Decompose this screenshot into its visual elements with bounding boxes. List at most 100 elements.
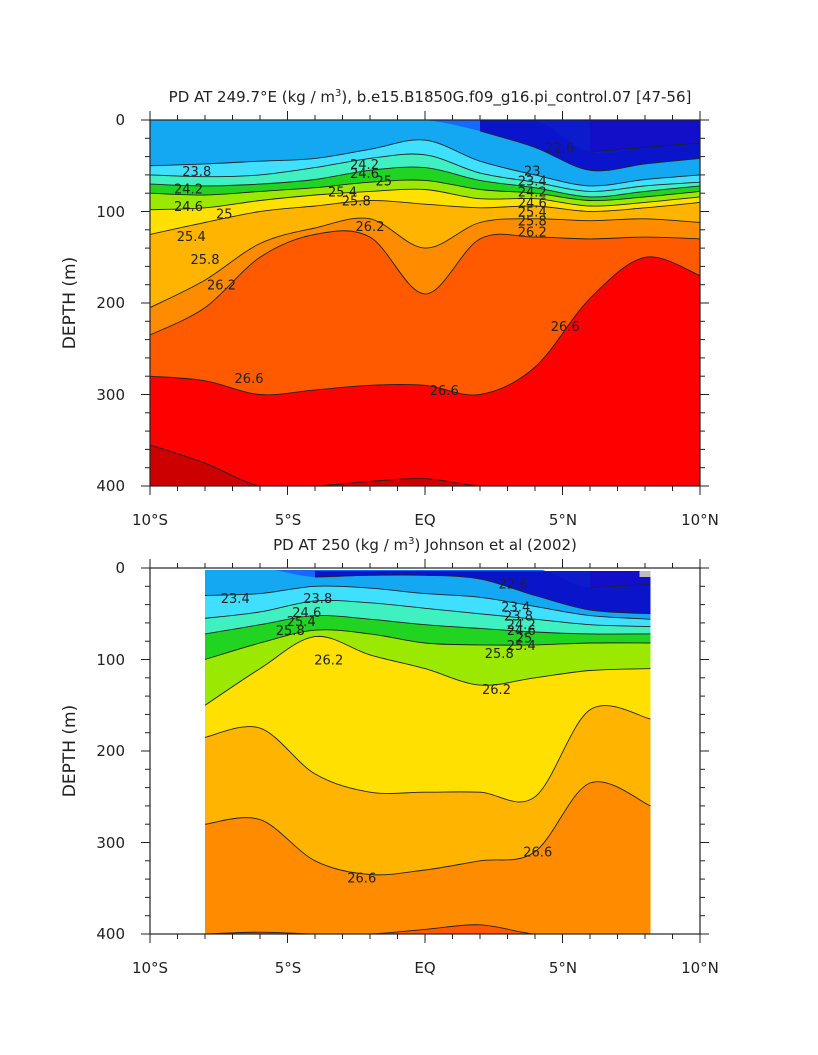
x-tick-labels: 10°S 5°S EQ 5°N 10°N (132, 511, 719, 529)
contour-label: 24.6 (350, 167, 379, 182)
panel-observations: PD AT 250 (kg / m3) Johnson et al (2002)… (60, 536, 719, 977)
contour-label: 25.8 (276, 624, 305, 639)
contour-label: 25.4 (518, 206, 547, 221)
contour-label: 25.4 (328, 185, 357, 200)
contour-label: 26.2 (518, 226, 547, 241)
y-tick-label: 100 (96, 203, 125, 221)
isopycnal-line (205, 599, 651, 628)
contour-label: 22.6 (499, 578, 528, 593)
isopycnal-line (150, 179, 700, 202)
contour-label: 25.8 (518, 215, 547, 230)
isopycnal-line (479, 130, 700, 172)
isopycnal-line (205, 781, 651, 876)
isopycnal-line (150, 139, 700, 187)
contour-label: 26.6 (551, 320, 580, 335)
contour-label: 25 (516, 632, 533, 647)
contour-label: 25.8 (485, 647, 514, 662)
y-tick-label: 300 (96, 834, 125, 852)
isopycnal-line (150, 200, 700, 235)
x-tick-label: 5°S (275, 959, 302, 977)
contour-label: 24.6 (292, 606, 321, 621)
y-tick-labels: 0 100 200 300 400 (96, 559, 125, 943)
isopycnal-line (589, 142, 700, 153)
contour-label: 23.8 (504, 610, 533, 625)
panel-observations-title: PD AT 250 (kg / m3) Johnson et al (2002) (273, 536, 577, 554)
contour-label: 24.2 (350, 158, 379, 173)
contour-label: 23.8 (303, 592, 332, 607)
contour-label: 25.4 (507, 639, 536, 654)
axis-ticks (141, 111, 709, 495)
contour-label: 25 (216, 207, 233, 222)
contour-label: 25.4 (177, 230, 206, 245)
isopycnal-line (205, 629, 651, 660)
contour-label: 23 (524, 164, 541, 179)
contour-label: 26.2 (482, 683, 511, 698)
density-band (315, 571, 651, 614)
contour-label: 24.2 (174, 183, 203, 198)
isopycnal-contour-layer (150, 130, 700, 486)
density-fill-layer (150, 120, 700, 486)
y-tick-label: 100 (96, 651, 125, 669)
y-tick-label: 400 (96, 477, 125, 495)
y-tick-label: 300 (96, 386, 125, 404)
y-tick-label: 200 (96, 294, 125, 312)
contour-label: 24.2 (507, 618, 536, 633)
isopycnal-line (205, 924, 651, 934)
contour-label: 26.6 (235, 372, 264, 387)
contour-label: 23.8 (182, 165, 211, 180)
panel-model: PD AT 249.7°E (kg / m3), b.e15.B1850G.f0… (60, 88, 719, 529)
x-tick-labels: 10°S 5°S EQ 5°N 10°N (132, 959, 719, 977)
panel-model-title: PD AT 249.7°E (kg / m3), b.e15.B1850G.f0… (169, 88, 692, 107)
isopycnal-line (150, 256, 700, 396)
y-tick-label: 400 (96, 925, 125, 943)
y-tick-label: 200 (96, 742, 125, 760)
x-tick-label: 10°S (132, 959, 168, 977)
isopycnal-line (150, 230, 700, 336)
contour-label: 23.4 (501, 600, 530, 615)
contour-label-layer: 23.422.623.423.824.224.62525.425.823.824… (221, 578, 552, 887)
density-fill-layer (205, 570, 651, 934)
isopycnal-line (150, 188, 700, 211)
y-tick-label: 0 (115, 559, 125, 577)
contour-label: 23.4 (221, 592, 250, 607)
contour-label: 24.6 (518, 196, 547, 211)
contour-label: 25.8 (191, 253, 220, 268)
x-tick-label: EQ (414, 511, 435, 529)
axis-ticks (141, 559, 709, 943)
contour-label: 24.2 (518, 185, 547, 200)
contour-label: 26.2 (356, 220, 385, 235)
x-tick-label: EQ (414, 959, 435, 977)
isopycnal-line (589, 584, 651, 589)
density-band (205, 781, 651, 934)
x-tick-label: 10°N (681, 511, 719, 529)
missing-data-patch (639, 571, 651, 577)
isopycnal-line (150, 444, 700, 486)
contour-label: 26.2 (207, 279, 236, 294)
isopycnal-line (150, 166, 700, 198)
isopycnal-line (314, 574, 651, 615)
contour-label: 25 (375, 174, 392, 189)
contour-label: 22.6 (545, 141, 574, 156)
contour-label: 26.6 (430, 384, 459, 399)
isopycnal-line (150, 217, 700, 309)
isopycnal-contour-layer (205, 574, 651, 934)
isopycnal-line (205, 614, 651, 635)
isopycnal-line (205, 705, 651, 803)
x-tick-label: 5°N (549, 959, 577, 977)
x-tick-label: 10°S (132, 511, 168, 529)
contour-label: 26.6 (347, 871, 376, 886)
contour-label: 26.2 (314, 654, 343, 669)
contour-label: 25.4 (287, 615, 316, 630)
density-band (150, 444, 700, 486)
y-tick-labels: 0 100 200 300 400 (96, 111, 125, 495)
x-tick-label: 5°S (275, 511, 302, 529)
isopycnal-line (150, 153, 700, 192)
contour-label: 24.6 (174, 200, 203, 215)
contour-label: 26.6 (523, 846, 552, 861)
contour-label: 24.6 (507, 624, 536, 639)
y-axis-label: DEPTH (m) (60, 257, 80, 349)
isopycnal-line (205, 636, 651, 706)
density-band (150, 256, 700, 486)
